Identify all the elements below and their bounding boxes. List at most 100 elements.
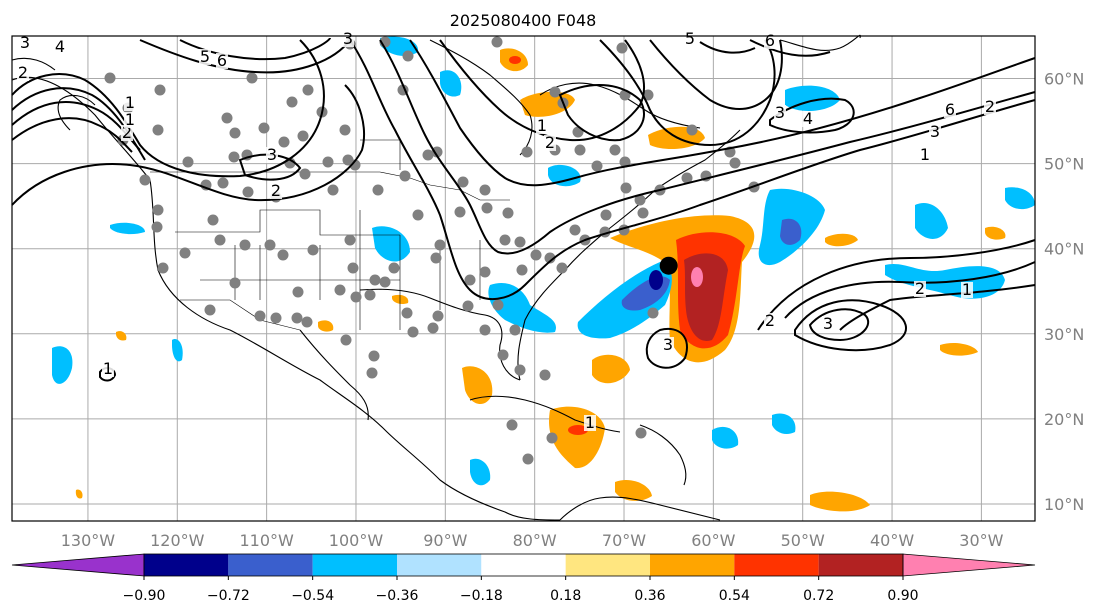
station-dot <box>479 184 491 196</box>
contour-label: 6 <box>217 51 227 70</box>
colorbar-tick-label: 0.72 <box>803 588 834 604</box>
cold-anomaly-region <box>110 222 145 235</box>
station-dot <box>556 262 568 274</box>
contour-label-bg <box>121 125 133 141</box>
cold-anomaly-core <box>780 218 802 245</box>
contour-label-bg <box>984 99 996 115</box>
station-dot <box>350 291 362 303</box>
contour-label: 2 <box>985 97 995 116</box>
contour-label: 3 <box>343 29 353 48</box>
station-dot <box>152 204 164 216</box>
latitude-tick-labels: 60°N 50°N 40°N 30°N 20°N 10°N <box>1044 70 1084 514</box>
colorbar-labels: −0.90 −0.72 −0.54 −0.36 −0.18 0.18 0.36 0.54 0.7… <box>123 576 919 604</box>
station-dot <box>502 207 514 219</box>
station-dot <box>307 244 319 256</box>
cold-anomaly-region <box>488 282 556 333</box>
station-dot <box>139 174 151 186</box>
warm-anomaly-region <box>318 320 334 332</box>
cold-anomaly-region <box>470 458 491 486</box>
station-dot <box>729 157 741 169</box>
contour-label-bg <box>774 105 786 121</box>
station-dot <box>297 130 309 142</box>
cold-anomaly-region <box>440 70 462 97</box>
station-dot <box>431 146 443 158</box>
station-dot <box>434 239 446 251</box>
contour-label-bg <box>266 147 278 163</box>
station-dot <box>347 262 359 274</box>
colorbar-tick-label: 0.54 <box>719 588 750 604</box>
station-dot <box>104 72 116 84</box>
contour-label: 1 <box>125 110 135 129</box>
station-dot <box>539 369 551 381</box>
station-dot <box>258 122 270 134</box>
station-dot <box>619 156 631 168</box>
contour-label-bg <box>914 281 926 297</box>
colorbar-tick-label: 0.36 <box>634 588 665 604</box>
station-dot <box>207 214 219 226</box>
colorbar-segment <box>818 554 903 576</box>
contour-label: 2 <box>122 123 132 142</box>
contour-label-bg <box>124 112 136 128</box>
station-dot <box>372 184 384 196</box>
contour-label-bg <box>662 337 674 353</box>
station-dot <box>204 304 216 316</box>
contour-label-bg <box>102 361 114 377</box>
contour-label-bg <box>822 316 834 332</box>
contour-label-bg <box>919 147 931 163</box>
longitude-tick-label: 110°W <box>239 531 294 550</box>
longitude-tick-label: 100°W <box>329 531 384 550</box>
station-dot <box>637 207 649 219</box>
longitude-tick-label: 130°W <box>61 531 116 550</box>
station-dot <box>401 307 413 319</box>
latitude-tick-label: 40°N <box>1044 240 1084 259</box>
contour-label-bg <box>124 95 136 111</box>
station-dot <box>388 262 400 274</box>
contour-label-bg <box>684 31 696 47</box>
station-dot <box>270 312 282 324</box>
contour-label: 1 <box>585 413 595 432</box>
station-dot <box>154 84 166 96</box>
station-dot <box>427 322 439 334</box>
colorbar-segment <box>228 554 313 576</box>
station-dot <box>229 277 241 289</box>
station-dot <box>620 182 632 194</box>
station-dot <box>217 177 229 189</box>
cold-anomaly-region <box>372 226 410 262</box>
station-dot <box>369 274 381 286</box>
station-dot <box>647 307 659 319</box>
station-dot <box>479 266 491 278</box>
station-dot <box>349 159 361 171</box>
station-dot <box>616 42 628 54</box>
cold-anomaly-region <box>915 202 948 239</box>
contour-label-bg <box>944 102 956 118</box>
contour-label: 2 <box>18 63 28 82</box>
station-dot <box>522 453 534 465</box>
station-dot <box>302 84 314 96</box>
contour-label-bg <box>961 282 973 298</box>
contour-label: 3 <box>823 314 833 333</box>
station-dot <box>635 427 647 439</box>
contour-label-bg <box>270 183 282 199</box>
station-dot <box>481 202 493 214</box>
station-dot <box>497 349 509 361</box>
station-dot <box>299 168 311 180</box>
station-dot <box>402 50 414 62</box>
station-dot <box>292 286 304 298</box>
station-dot <box>514 364 526 376</box>
latitude-tick-label: 60°N <box>1044 70 1084 89</box>
longitude-tick-label: 120°W <box>150 531 205 550</box>
station-dot <box>609 144 621 156</box>
longitude-tick-labels: 130°W 120°W 110°W 100°W 90°W 80°W 70°W 60°W 50°W… <box>61 531 1004 550</box>
station-dot <box>327 184 339 196</box>
contour-label-bg <box>54 39 66 55</box>
station-dot <box>344 234 356 246</box>
latitude-tick-label: 20°N <box>1044 410 1084 429</box>
height-contours <box>11 37 1036 382</box>
station-dot <box>412 209 424 221</box>
station-dot <box>301 316 313 328</box>
warm-anomaly-region <box>985 226 1006 240</box>
longitude-tick-label: 40°W <box>870 531 914 550</box>
station-dot <box>591 160 603 172</box>
